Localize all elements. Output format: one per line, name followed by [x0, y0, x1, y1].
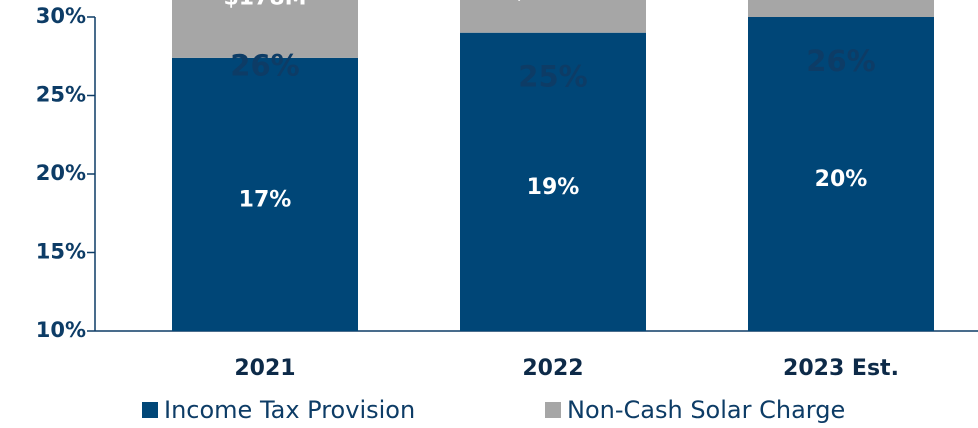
- legend-swatch: [142, 402, 158, 418]
- x-tick-label: 2022: [522, 356, 583, 381]
- bar-segment: [460, 32, 646, 331]
- bar-segment: [748, 0, 934, 17]
- legend-label: Income Tax Provision: [164, 396, 415, 424]
- y-tick-label: 15%: [36, 240, 86, 264]
- bar-segment: [172, 57, 358, 331]
- total-label: 26%: [230, 49, 299, 83]
- y-tick-label: 10%: [36, 318, 86, 342]
- x-tick-label: 2023 Est.: [783, 356, 899, 381]
- legend-swatch: [545, 402, 561, 418]
- total-label: 25%: [518, 60, 587, 94]
- total-label: 26%: [806, 44, 875, 78]
- y-tick-label: 20%: [36, 161, 86, 185]
- segment-label: 17%: [239, 187, 292, 212]
- bar-segment: [460, 0, 646, 33]
- bar-segment: [172, 0, 358, 58]
- segment-label: $158M: [511, 0, 594, 4]
- segment-label: $178M: [223, 0, 306, 11]
- bar-segment: [748, 17, 934, 331]
- x-tick-label: 2021: [234, 356, 295, 381]
- y-tick-label: 30%: [36, 4, 86, 28]
- segment-label: 19%: [527, 175, 580, 200]
- segment-label: 20%: [815, 167, 868, 192]
- legend-label: Non-Cash Solar Charge: [567, 396, 845, 424]
- y-tick-label: 25%: [36, 83, 86, 107]
